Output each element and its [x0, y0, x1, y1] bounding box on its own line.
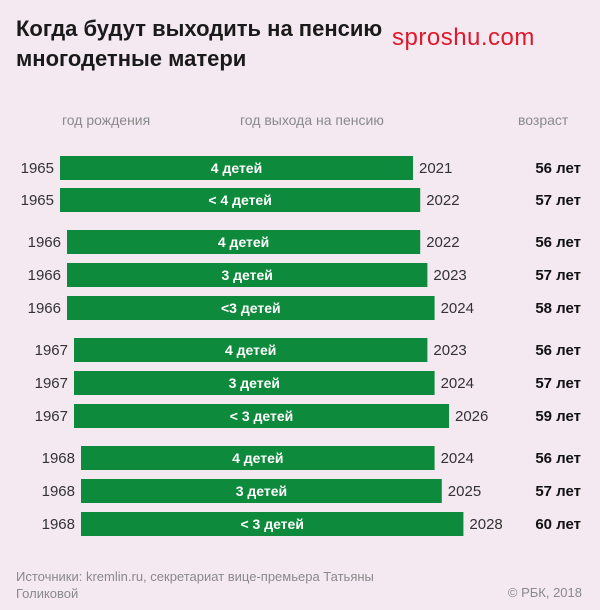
bar-label: 4 детей [225, 342, 276, 358]
watermark: sproshu.com [392, 24, 535, 51]
retirement-year-label: 2024 [441, 300, 474, 317]
retirement-year-label: 2026 [455, 408, 488, 425]
age-label: 57 лет [535, 375, 581, 392]
bar-label: 3 детей [236, 483, 287, 499]
age-label: 58 лет [535, 300, 581, 317]
bar [81, 446, 435, 470]
birth-year-label: 1968 [42, 516, 75, 533]
retirement-year-label: 2024 [441, 450, 474, 467]
birth-year-label: 1968 [42, 483, 75, 500]
birth-year-label: 1967 [35, 342, 68, 359]
bar-label: 4 детей [232, 450, 283, 466]
retirement-year-label: 2023 [433, 267, 466, 284]
retirement-year-label: 2028 [469, 516, 502, 533]
bar-label: 4 детей [211, 160, 262, 176]
bar [81, 479, 442, 503]
birth-year-label: 1965 [21, 160, 54, 177]
bar [60, 188, 421, 212]
bar-label: < 4 детей [208, 192, 271, 208]
age-label: 56 лет [535, 234, 581, 251]
birth-year-label: 1965 [21, 192, 54, 209]
birth-year-label: 1968 [42, 450, 75, 467]
chart-title-line1: Когда будут выходить на пенсию [16, 16, 383, 41]
bar [67, 263, 428, 287]
bar [81, 512, 464, 536]
age-label: 56 лет [535, 342, 581, 359]
chart-title: Когда будут выходить на пенсию многодетн… [16, 14, 382, 74]
age-label: 60 лет [535, 516, 581, 533]
bar [67, 230, 421, 254]
birth-year-label: 1966 [28, 300, 61, 317]
retirement-year-label: 2022 [426, 234, 459, 251]
header-retirement-year: год выхода на пенсию [240, 112, 384, 128]
age-label: 57 лет [535, 483, 581, 500]
bar-label: 4 детей [218, 234, 269, 250]
age-label: 57 лет [535, 267, 581, 284]
header-birth-year: год рождения [62, 112, 151, 128]
bar-label: 3 детей [229, 375, 280, 391]
chart-title-line2: многодетные матери [16, 46, 247, 71]
source-note: Источники: kremlin.ru, секретариат вице-… [16, 569, 374, 601]
bar [67, 296, 435, 320]
retirement-year-label: 2024 [441, 375, 474, 392]
age-label: 56 лет [535, 160, 581, 177]
retirement-year-label: 2025 [448, 483, 481, 500]
bar-label: <3 детей [221, 300, 281, 316]
bar [74, 338, 428, 362]
birth-year-label: 1967 [35, 375, 68, 392]
copyright: © РБК, 2018 [507, 585, 582, 600]
bar [74, 404, 449, 428]
bar-label: < 3 детей [240, 516, 303, 532]
header-age: возраст [518, 112, 569, 128]
age-label: 56 лет [535, 450, 581, 467]
age-label: 59 лет [535, 408, 581, 425]
age-label: 57 лет [535, 192, 581, 209]
birth-year-label: 1966 [28, 234, 61, 251]
bar-label: < 3 детей [230, 408, 293, 424]
bar [60, 156, 413, 180]
birth-year-label: 1966 [28, 267, 61, 284]
bar [74, 371, 435, 395]
retirement-year-label: 2021 [419, 160, 452, 177]
retirement-year-label: 2023 [433, 342, 466, 359]
birth-year-label: 1967 [35, 408, 68, 425]
bar-label: 3 детей [221, 267, 272, 283]
retirement-year-label: 2022 [426, 192, 459, 209]
